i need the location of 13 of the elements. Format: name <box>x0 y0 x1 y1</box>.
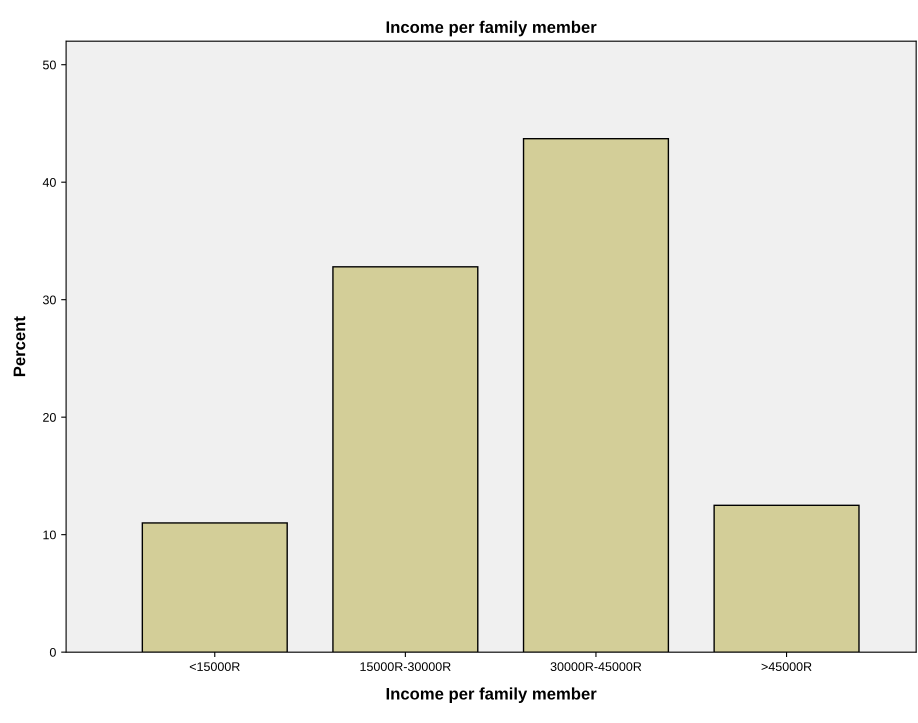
y-tick-label: 40 <box>42 178 56 187</box>
x-tick-label: >45000R <box>762 662 812 672</box>
x-tick-label: <15000R <box>190 662 240 672</box>
y-tick-label: 0 <box>50 648 56 657</box>
y-tick-label: 50 <box>42 60 56 70</box>
x-axis-title: Income per family member <box>386 687 596 703</box>
x-tick-label: 30000R-45000R <box>550 662 642 672</box>
x-tick-label: 15000R-30000R <box>360 662 451 672</box>
chart-title: Income per family member <box>386 20 596 36</box>
y-tick-label: 20 <box>43 412 56 422</box>
y-axis-title: Percent <box>14 316 26 376</box>
y-tick-label: 10 <box>43 530 56 540</box>
y-tick-label: 30 <box>42 295 56 304</box>
